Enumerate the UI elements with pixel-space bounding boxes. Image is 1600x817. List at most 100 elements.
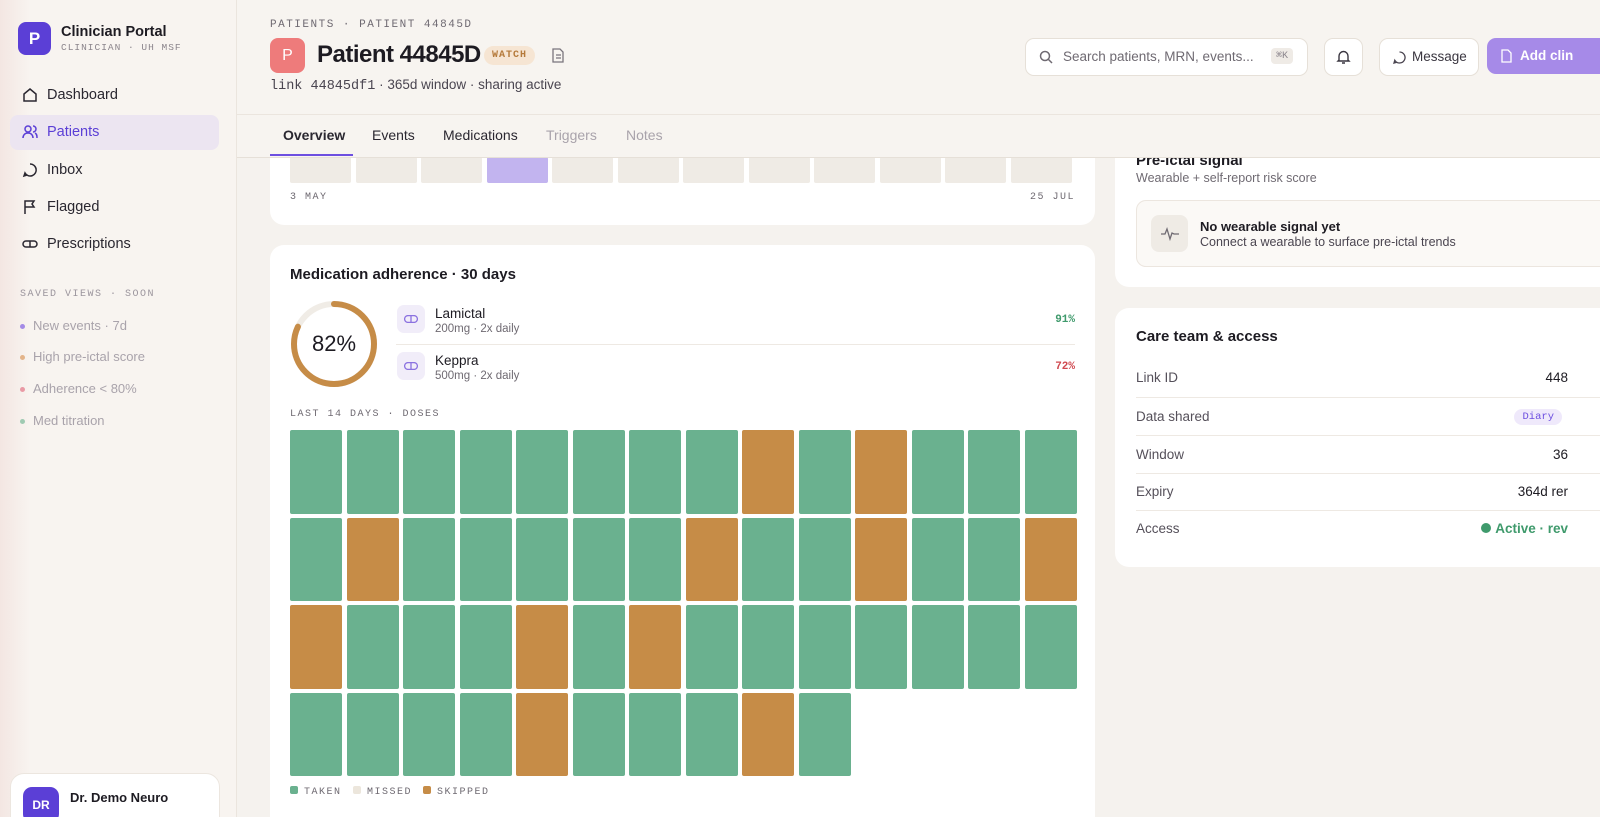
row-value: 448 <box>1545 370 1568 385</box>
med-adherence: 72% <box>1055 361 1075 373</box>
nav-label: Dashboard <box>47 87 118 103</box>
row-value: 364d rer <box>1517 484 1568 499</box>
timeline-cell <box>290 157 351 183</box>
row-value-badge: Diary <box>1514 409 1562 425</box>
timeline-cell <box>355 157 417 183</box>
dose-cell <box>572 430 625 514</box>
doses-title: LAST 14 DAYS · DOSES <box>290 409 441 420</box>
donut-arc <box>291 301 377 387</box>
dose-cell <box>459 605 512 689</box>
dose-cell <box>968 430 1021 514</box>
dose-cell <box>459 430 512 514</box>
saved-view[interactable]: Adherence < 80% <box>20 381 137 396</box>
saved-view[interactable]: High pre-ictal score <box>20 349 145 364</box>
dose-cell <box>346 517 399 602</box>
search-placeholder: Search patients, MRN, events... <box>1063 49 1254 64</box>
dose-cell <box>629 517 682 602</box>
brand-logo: P <box>18 22 51 55</box>
timeline-card: 3 MAY 25 JUL <box>270 120 1095 225</box>
dose-cell <box>1024 430 1077 514</box>
tab-bar: Overview Events Medications Triggers Not… <box>237 115 1600 158</box>
timeline-cell <box>421 157 482 183</box>
timeline-cell <box>552 157 613 183</box>
row-label: Link ID <box>1136 370 1179 385</box>
divider <box>1136 397 1600 398</box>
divider <box>396 344 1075 345</box>
timeline-cell <box>683 157 744 183</box>
dose-cell <box>290 430 343 514</box>
tab[interactable]: Events <box>372 127 415 143</box>
brand-title: Clinician Portal <box>61 24 167 40</box>
dose-cell <box>516 517 569 602</box>
nav-item[interactable]: Flagged <box>10 190 219 225</box>
tab[interactable]: Overview <box>283 127 346 143</box>
dose-cell <box>403 605 456 689</box>
dose-cell <box>572 517 625 602</box>
timeline-cell <box>1010 157 1072 183</box>
med-name: Keppra <box>435 353 479 368</box>
meta-text: · 365d window · sharing active <box>379 77 562 92</box>
tab[interactable]: Triggers <box>546 127 597 143</box>
saved-view[interactable]: New events · 7d <box>20 318 127 333</box>
timeline-strip <box>290 157 1076 183</box>
dose-cell <box>403 430 456 514</box>
add-button[interactable]: Add clin <box>1487 38 1600 74</box>
dose-cell <box>968 517 1021 602</box>
adherence-donut <box>291 301 377 387</box>
message-button[interactable]: Message <box>1379 38 1479 76</box>
timeline-cell <box>486 157 548 183</box>
search-box[interactable]: Search patients, MRN, events... ⌘K <box>1025 38 1308 76</box>
timeline-cell <box>945 157 1006 183</box>
divider <box>1136 435 1600 436</box>
dose-cell <box>459 692 512 777</box>
saved-view-label: Adherence < 80% <box>33 381 137 396</box>
nav-item[interactable]: Prescriptions <box>10 227 219 262</box>
med-icon <box>397 305 425 333</box>
sidebar: P Clinician Portal CLINICIAN · UH MSF Da… <box>0 0 237 817</box>
nav-item[interactable]: Dashboard <box>10 78 219 113</box>
med-dosage: 500mg · 2x daily <box>435 370 520 382</box>
user-card[interactable]: DR Dr. Demo Neuro <box>10 773 220 817</box>
legend-item: SKIPPED <box>423 786 490 798</box>
dose-cell <box>629 605 682 689</box>
timeline-start: 3 MAY <box>290 192 328 203</box>
search-shortcut: ⌘K <box>1271 48 1294 64</box>
dose-cell <box>742 517 795 602</box>
legend-item: MISSED <box>353 786 412 798</box>
tab[interactable]: Medications <box>443 127 518 143</box>
empty-title: No wearable signal yet <box>1200 219 1341 234</box>
dose-cell <box>685 430 738 514</box>
saved-view[interactable]: Med titration <box>20 413 105 428</box>
tab[interactable]: Notes <box>626 127 663 143</box>
dose-cell <box>516 430 569 514</box>
dose-cell <box>685 517 738 602</box>
nav-item[interactable]: Patients <box>10 115 219 150</box>
dose-cell <box>798 430 851 514</box>
doc-icon[interactable] <box>551 48 565 63</box>
legend-item: TAKEN <box>290 786 342 798</box>
empty-state: No wearable signal yet Connect a wearabl… <box>1136 200 1600 267</box>
dose-cell <box>685 605 738 689</box>
card-title: Care team & access <box>1136 328 1278 345</box>
user-avatar: DR <box>23 787 59 817</box>
card-subtitle: Wearable + self-report risk score <box>1136 171 1317 185</box>
saved-view-label: New events · 7d <box>33 318 127 333</box>
dose-cell <box>629 430 682 514</box>
dose-cell <box>629 692 682 777</box>
dose-cell <box>459 517 512 602</box>
access-text: Active · rev <box>1495 521 1568 536</box>
dose-cell <box>911 517 964 602</box>
divider <box>1136 473 1600 474</box>
row-value: 36 <box>1552 447 1568 462</box>
legend-label: SKIPPED <box>437 787 490 798</box>
dose-cell <box>742 430 795 514</box>
row-value: Active · rev <box>1481 521 1568 536</box>
nav-label: Patients <box>47 124 100 140</box>
empty-text: Connect a wearable to surface pre-ictal … <box>1200 235 1456 249</box>
notifications-button[interactable] <box>1324 38 1363 76</box>
dose-cell <box>346 692 399 777</box>
nav-item[interactable]: Inbox <box>10 153 219 188</box>
timeline-cell <box>617 157 679 183</box>
legend-label: TAKEN <box>304 787 342 798</box>
